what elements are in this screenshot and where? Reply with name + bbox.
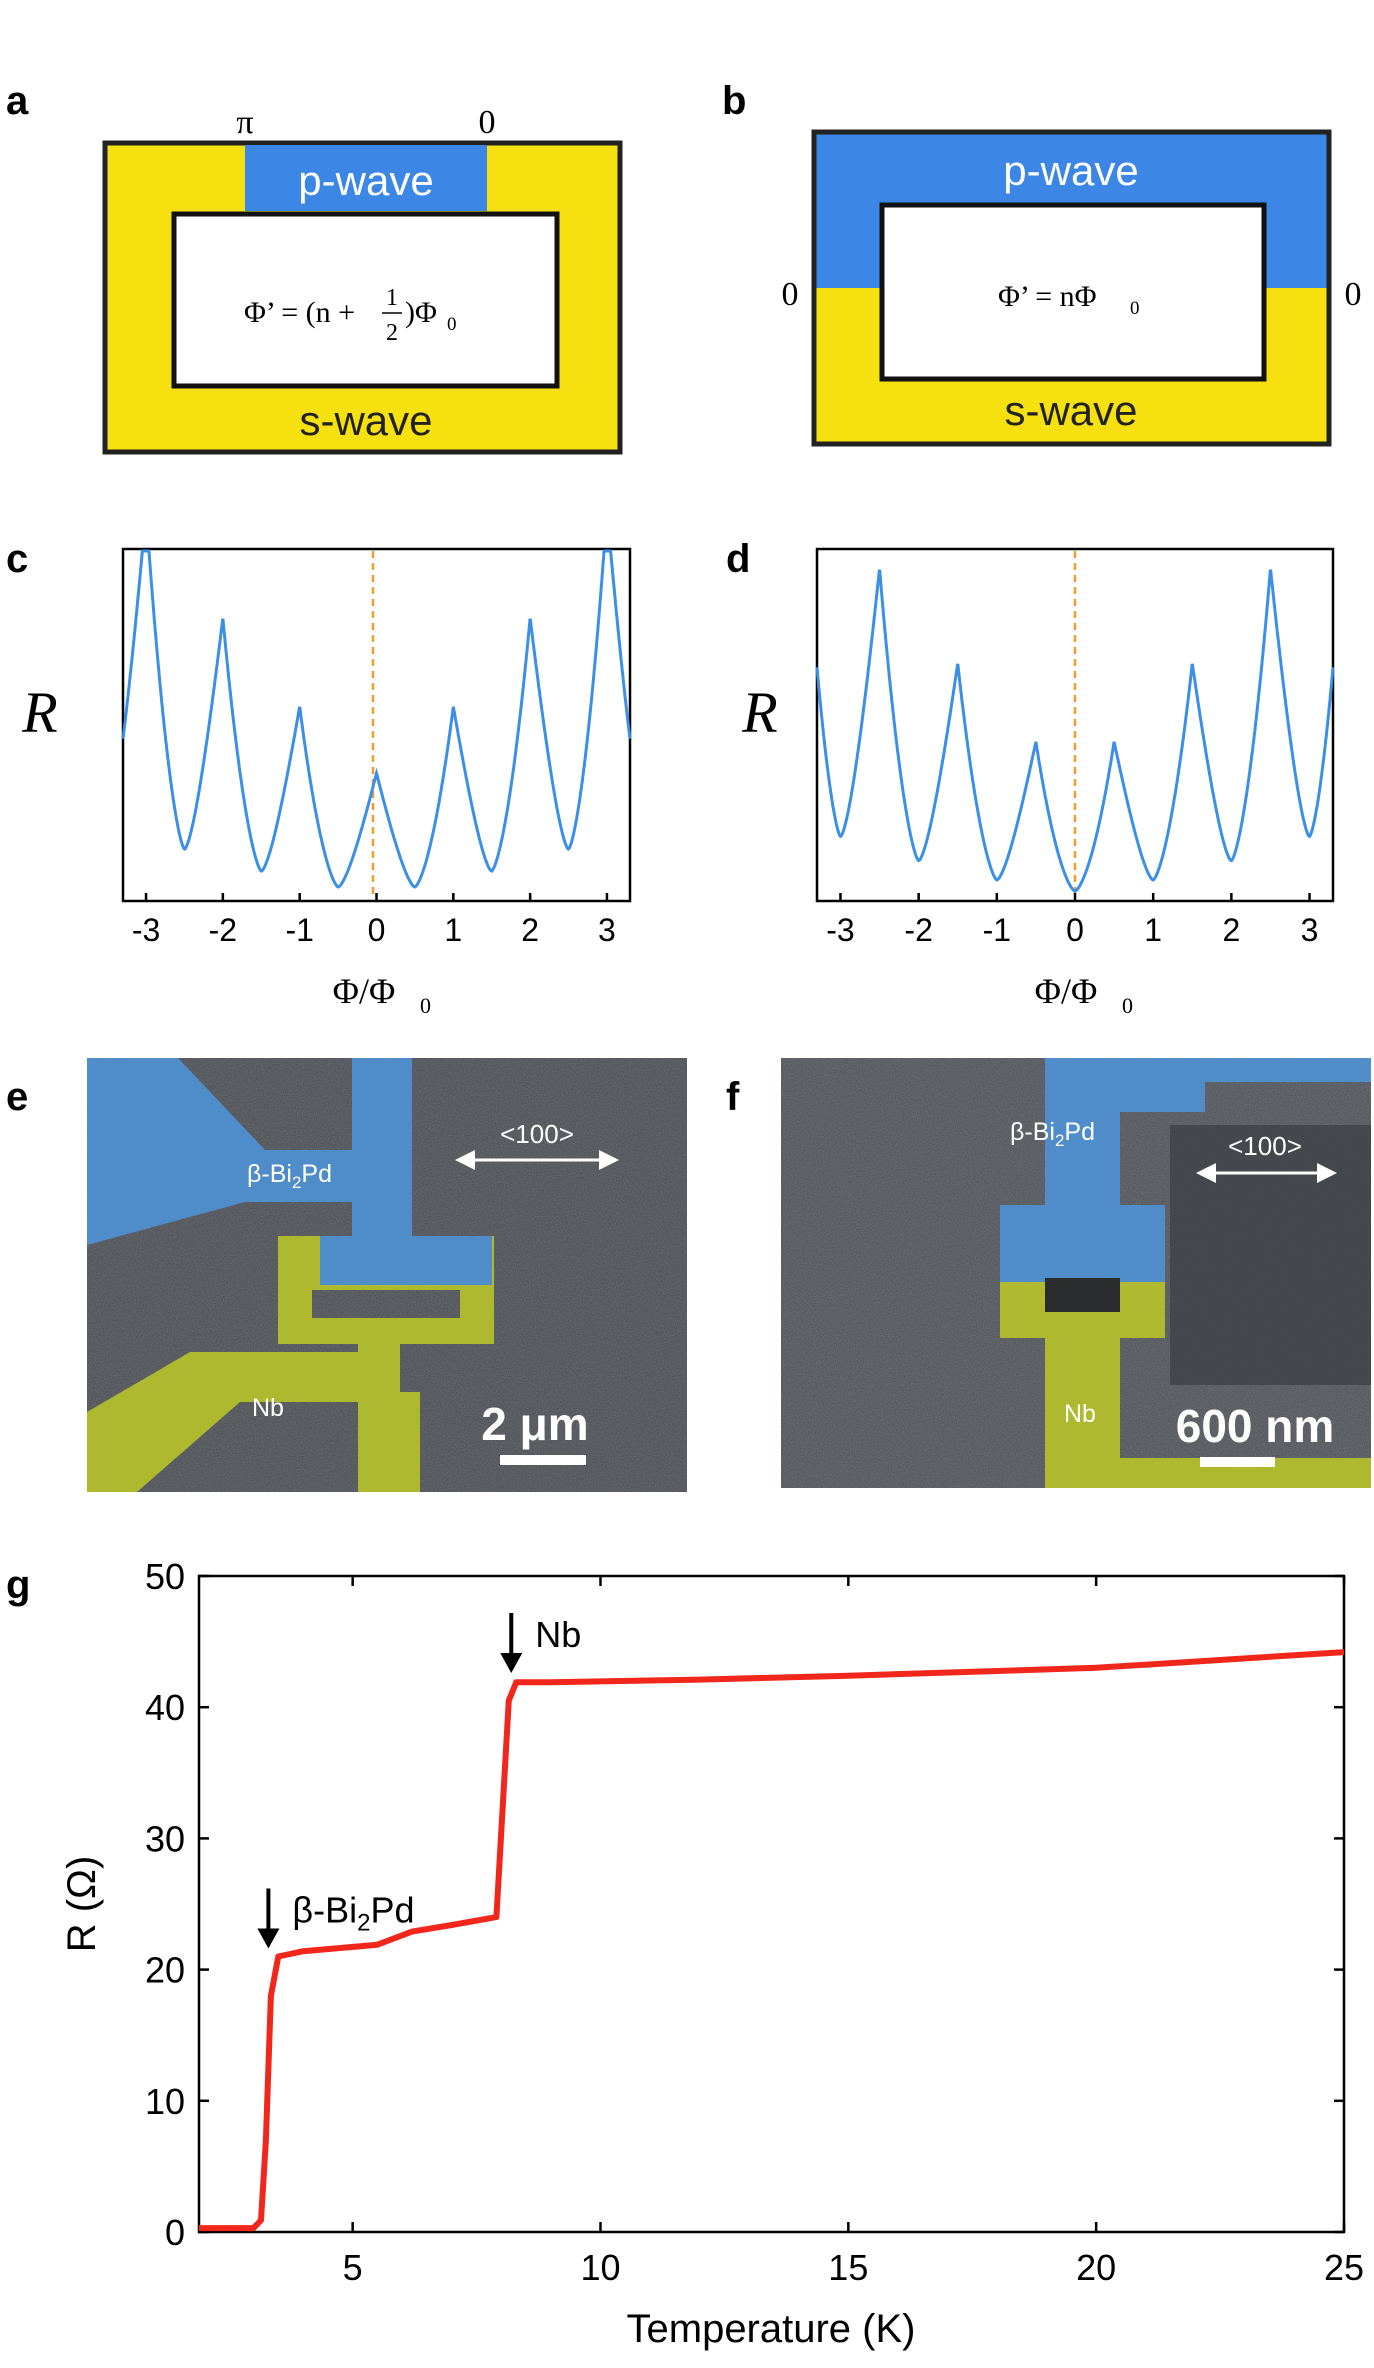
svg-text:Φ/Φ: Φ/Φ: [1035, 971, 1098, 1011]
panel-a-ring-diagram: p-wave s-wave π 0 Φ’ = (n + 1 2 )Φ 0: [102, 104, 623, 455]
resistance-curve: [815, 569, 1335, 893]
y-axis-label: R: [741, 680, 777, 745]
x-tick-label: -3: [132, 912, 160, 948]
panel-label-b: b: [722, 79, 746, 123]
x-tick-label: -1: [285, 912, 313, 948]
svg-text:Φ’ = nΦ: Φ’ = nΦ: [998, 280, 1097, 313]
nb-region: [1000, 1282, 1371, 1488]
ring-hole: [171, 211, 560, 389]
svg-text:Φ’ = (n +: Φ’ = (n +: [244, 296, 355, 329]
p-wave-region: [245, 145, 487, 211]
direction-label: <100>: [500, 1119, 574, 1149]
phase-left-label: 0: [782, 276, 799, 313]
s-wave-label: s-wave: [299, 397, 432, 444]
y-tick-label: 20: [145, 1950, 185, 1991]
bi2pd-region: [1000, 1058, 1371, 1282]
x-tick-label: -3: [826, 912, 854, 948]
scale-bar-label: 2 μm: [481, 1398, 588, 1450]
x-tick-label: -2: [209, 912, 237, 948]
bi2pd-region: [87, 1058, 492, 1286]
scale-bar: [1200, 1457, 1275, 1467]
panel-label-a: a: [6, 79, 29, 123]
flux-formula-a: Φ’ = (n + 1 2 )Φ 0: [244, 285, 457, 346]
x-tick-label: 2: [521, 912, 539, 948]
axes-frame: [121, 547, 632, 903]
x-tick-label: 0: [368, 912, 386, 948]
p-wave-label: p-wave: [1003, 147, 1138, 194]
annotation-arrow: [500, 1612, 523, 1673]
x-tick-label: 20: [1076, 2247, 1116, 2288]
annotation-label: Nb: [535, 1614, 581, 1655]
scale-bar: [500, 1455, 586, 1465]
s-wave-label: s-wave: [1004, 387, 1137, 434]
panel-label-g: g: [6, 1563, 30, 1607]
x-tick-label: 1: [444, 912, 462, 948]
svg-text:0: 0: [1122, 993, 1133, 1018]
y-tick-label: 50: [145, 1556, 185, 1597]
svg-text:)Φ: )Φ: [405, 296, 437, 329]
svg-text:0: 0: [1130, 298, 1140, 319]
ring-hole: [879, 202, 1267, 382]
panel-b-ring-diagram: p-wave s-wave 0 0 Φ’ = nΦ 0: [782, 129, 1362, 447]
x-tick-label: -2: [904, 912, 932, 948]
panel-f-sem-image: β-Bi2Pd Nb <100> 600 nm: [781, 1058, 1371, 1488]
panel-label-e: e: [6, 1075, 28, 1119]
scale-bar-label: 600 nm: [1176, 1400, 1335, 1452]
y-tick-label: 10: [145, 2081, 185, 2122]
panel-e-sem-image: β-Bi2Pd Nb <100> 2 μm: [87, 1058, 687, 1492]
svg-text:0: 0: [447, 314, 457, 335]
direction-label: <100>: [1228, 1131, 1302, 1161]
panel-c-plot: -3 -2 -1 0 1 2 3 R Φ/Φ 0: [21, 547, 632, 1018]
x-tick-label: -1: [983, 912, 1011, 948]
phase-right-label: 0: [1345, 276, 1362, 313]
panel-g-plot: 5 10 15 20 25 0 10 20 30 40 50 β-Bi2Pd Nb Temperatu…: [60, 1556, 1364, 2351]
x-tick-label: 15: [828, 2247, 868, 2288]
x-tick-label: 3: [598, 912, 616, 948]
resistance-temperature-curve: [199, 1649, 1345, 2232]
phase-pi-label: π: [236, 104, 253, 141]
x-axis-label: Temperature (K): [627, 2307, 916, 2351]
x-axis-label: Φ/Φ 0: [333, 971, 431, 1018]
x-axis-label: Φ/Φ 0: [1035, 971, 1133, 1018]
y-tick-label: 0: [165, 2212, 185, 2253]
y-axis-label: R (Ω): [60, 1856, 104, 1953]
bi2pd-label: β-Bi2Pd: [1010, 1118, 1095, 1150]
y-tick-label: 30: [145, 1818, 185, 1859]
flux-formula-b: Φ’ = nΦ 0: [998, 280, 1140, 319]
direction-arrow: [455, 1150, 619, 1170]
panel-d-plot: -3 -2 -1 0 1 2 3 R Φ/Φ 0: [741, 547, 1335, 1018]
x-tick-label: 3: [1301, 912, 1319, 948]
svg-text:Φ/Φ: Φ/Φ: [333, 971, 396, 1011]
nb-region: [87, 1236, 494, 1492]
x-tick-label: 0: [1066, 912, 1084, 948]
nb-label: Nb: [252, 1394, 284, 1422]
panel-label-c: c: [6, 537, 28, 581]
phase-zero-label: 0: [479, 104, 496, 141]
panel-label-f: f: [726, 1075, 740, 1119]
bi2pd-label: β-Bi2Pd: [247, 1160, 332, 1192]
x-tick-label: 2: [1222, 912, 1240, 948]
svg-text:1: 1: [386, 285, 398, 311]
x-tick-label: 1: [1144, 912, 1162, 948]
svg-text:0: 0: [420, 993, 431, 1018]
axes-frame: [197, 1574, 1346, 2234]
resistance-curve: [121, 549, 632, 889]
svg-text:2: 2: [386, 320, 398, 346]
p-wave-label: p-wave: [298, 157, 433, 204]
panel-label-d: d: [726, 537, 750, 581]
y-tick-label: 40: [145, 1687, 185, 1728]
x-tick-label: 25: [1324, 2247, 1364, 2288]
nb-label: Nb: [1064, 1400, 1096, 1428]
x-tick-label: 5: [343, 2247, 363, 2288]
y-axis-label: R: [21, 680, 57, 745]
annotation-label: β-Bi2Pd: [292, 1889, 414, 1936]
direction-arrow: [1196, 1163, 1337, 1183]
annotation-arrow: [257, 1888, 280, 1949]
x-tick-label: 10: [580, 2247, 620, 2288]
